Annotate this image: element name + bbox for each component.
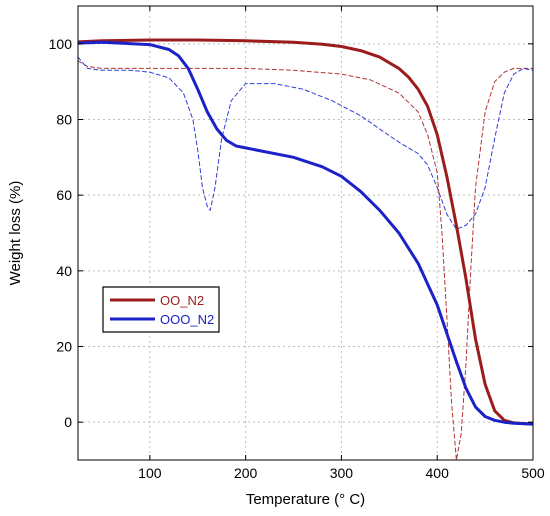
series-line-oo-n2	[78, 38, 533, 426]
x-tick-label: 400	[426, 465, 450, 481]
plot-frame	[77, 5, 534, 461]
grid-layer	[78, 6, 534, 460]
legend-label-oo-n2: OO_N2	[160, 293, 204, 308]
y-tick-label: 20	[56, 339, 72, 355]
y-tick-label: 100	[49, 36, 73, 52]
x-tick-label: 100	[138, 465, 162, 481]
legend-box	[102, 286, 220, 333]
legend: OO_N2 OOO_N2	[102, 286, 220, 333]
x-tick-label: 200	[234, 465, 258, 481]
y-tick-label: 0	[64, 414, 72, 430]
y-tick-label: 40	[56, 263, 72, 279]
series-line-dashed-2	[78, 60, 533, 460]
x-axis-title: Temperature (° C)	[246, 491, 365, 508]
tick-layer: 100 200 300 400 500 0 20 40 60 80 100	[49, 6, 545, 481]
y-tick-label: 60	[56, 187, 72, 203]
series-line-ooo-n2	[78, 40, 533, 426]
legend-label-ooo-n2: OOO_N2	[160, 312, 214, 327]
x-tick-label: 300	[330, 465, 354, 481]
x-tick-label: 500	[521, 465, 545, 481]
series-layer	[78, 38, 533, 460]
y-tick-label: 80	[56, 112, 72, 128]
series-line-dashed-3	[78, 56, 533, 230]
y-axis-title: Weight loss (%)	[7, 181, 24, 286]
